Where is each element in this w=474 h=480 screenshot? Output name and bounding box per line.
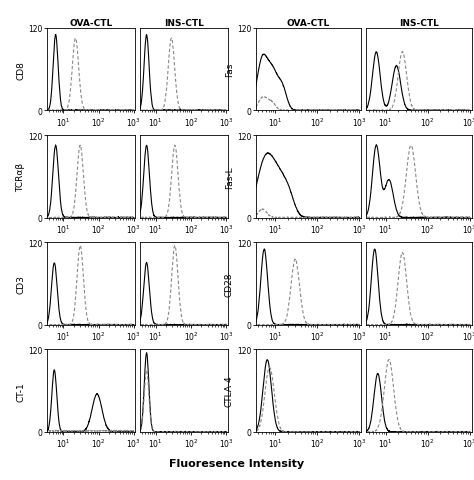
Title: INS-CTL: INS-CTL (164, 19, 203, 28)
Y-axis label: CD3: CD3 (17, 275, 26, 293)
Y-axis label: CD28: CD28 (225, 272, 234, 296)
Text: Fluoresence Intensity: Fluoresence Intensity (169, 458, 305, 468)
Y-axis label: Fas: Fas (225, 63, 234, 77)
Title: OVA-CTL: OVA-CTL (287, 19, 330, 28)
Y-axis label: Fas-L: Fas-L (225, 166, 234, 188)
Y-axis label: TCRαβ: TCRαβ (17, 162, 26, 192)
Y-axis label: CT-1: CT-1 (17, 381, 26, 401)
Title: OVA-CTL: OVA-CTL (70, 19, 113, 28)
Title: INS-CTL: INS-CTL (399, 19, 439, 28)
Y-axis label: CTLA-4: CTLA-4 (225, 375, 234, 407)
Y-axis label: CD8: CD8 (17, 60, 26, 79)
